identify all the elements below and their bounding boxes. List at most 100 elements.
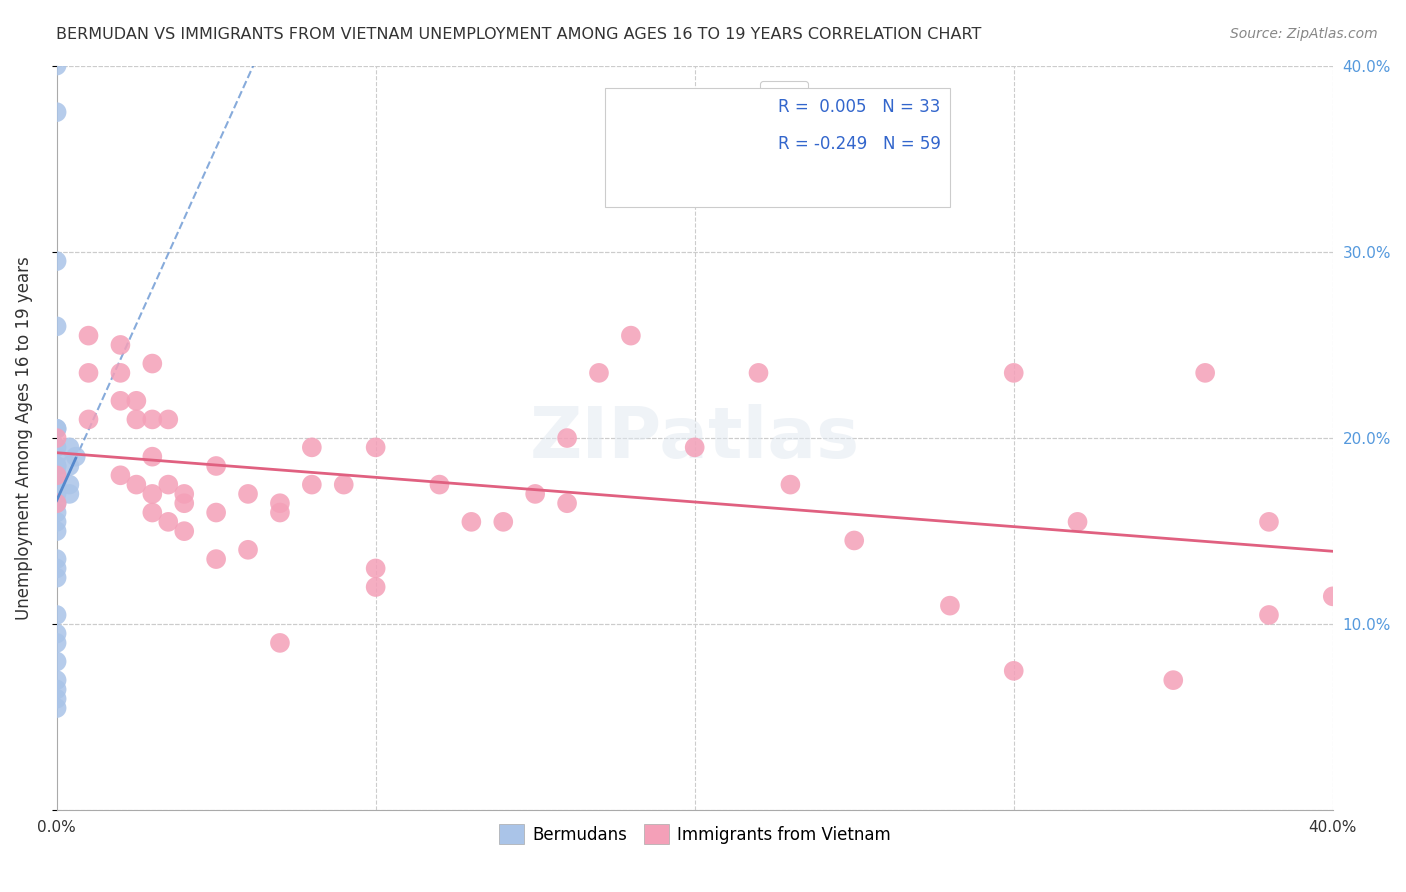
Point [77, 366, 100, 380]
Point [1258, 515, 1281, 529]
Point [157, 515, 180, 529]
Point [683, 441, 706, 455]
Point [173, 487, 195, 501]
Point [45, 701, 67, 715]
Point [779, 477, 801, 491]
Point [45, 468, 67, 483]
Point [364, 441, 387, 455]
Point [555, 431, 578, 445]
Point [1161, 673, 1184, 687]
Point [45, 319, 67, 334]
Text: R = -0.249   N = 59: R = -0.249 N = 59 [778, 135, 941, 153]
Point [364, 580, 387, 594]
Point [844, 533, 866, 548]
Point [524, 487, 547, 501]
Point [45, 450, 67, 464]
Text: BERMUDAN VS IMMIGRANTS FROM VIETNAM UNEMPLOYMENT AMONG AGES 16 TO 19 YEARS CORRE: BERMUDAN VS IMMIGRANTS FROM VIETNAM UNEM… [56, 27, 981, 42]
Point [141, 412, 163, 426]
Point [205, 458, 228, 473]
Point [1066, 515, 1088, 529]
Point [45, 458, 67, 473]
Point [555, 496, 578, 510]
Point [45, 682, 67, 697]
Point [747, 366, 769, 380]
Point [45, 105, 67, 120]
Point [205, 506, 228, 520]
Point [429, 477, 451, 491]
Point [58, 458, 80, 473]
Y-axis label: Unemployment Among Ages 16 to 19 years: Unemployment Among Ages 16 to 19 years [15, 256, 32, 620]
Point [364, 561, 387, 575]
Point [1002, 664, 1025, 678]
Point [45, 561, 67, 575]
Point [110, 366, 132, 380]
Point [110, 338, 132, 352]
Point [45, 691, 67, 706]
Point [588, 366, 610, 380]
Point [269, 636, 291, 650]
Point [45, 422, 67, 436]
Point [110, 468, 132, 483]
Point [301, 477, 323, 491]
Point [125, 477, 148, 491]
Point [269, 496, 291, 510]
Point [1322, 590, 1344, 604]
Point [45, 59, 67, 73]
Point [45, 441, 67, 455]
Point [1258, 607, 1281, 622]
FancyBboxPatch shape [606, 88, 950, 207]
Point [45, 254, 67, 268]
Point [236, 487, 259, 501]
Point [141, 506, 163, 520]
Point [173, 524, 195, 538]
Point [110, 393, 132, 408]
Point [1002, 366, 1025, 380]
Point [45, 422, 67, 436]
Point [77, 412, 100, 426]
Point [45, 477, 67, 491]
Point [620, 328, 643, 343]
Point [45, 571, 67, 585]
Point [58, 487, 80, 501]
Point [45, 515, 67, 529]
Legend: Bermudans, Immigrants from Vietnam: Bermudans, Immigrants from Vietnam [489, 814, 901, 855]
Point [301, 441, 323, 455]
Point [236, 542, 259, 557]
Point [45, 468, 67, 483]
Point [939, 599, 962, 613]
Point [269, 506, 291, 520]
Point [45, 524, 67, 538]
Point [125, 393, 148, 408]
Point [141, 357, 163, 371]
Text: Source: ZipAtlas.com: Source: ZipAtlas.com [1230, 27, 1378, 41]
Point [77, 328, 100, 343]
Point [45, 496, 67, 510]
Point [45, 458, 67, 473]
Text: ZIPatlas: ZIPatlas [530, 403, 859, 473]
Point [460, 515, 482, 529]
Point [173, 496, 195, 510]
Point [58, 441, 80, 455]
Point [45, 431, 67, 445]
Point [45, 496, 67, 510]
Point [45, 636, 67, 650]
Point [141, 450, 163, 464]
Point [45, 655, 67, 669]
Point [157, 412, 180, 426]
Text: R =  0.005   N = 33: R = 0.005 N = 33 [778, 97, 941, 116]
Point [45, 487, 67, 501]
Point [58, 477, 80, 491]
Point [141, 487, 163, 501]
Point [45, 607, 67, 622]
Point [157, 477, 180, 491]
Point [492, 515, 515, 529]
Point [332, 477, 354, 491]
Point [125, 412, 148, 426]
Point [65, 450, 87, 464]
Point [45, 506, 67, 520]
Point [45, 626, 67, 640]
Point [45, 673, 67, 687]
Point [205, 552, 228, 566]
Point [1194, 366, 1216, 380]
Point [45, 552, 67, 566]
